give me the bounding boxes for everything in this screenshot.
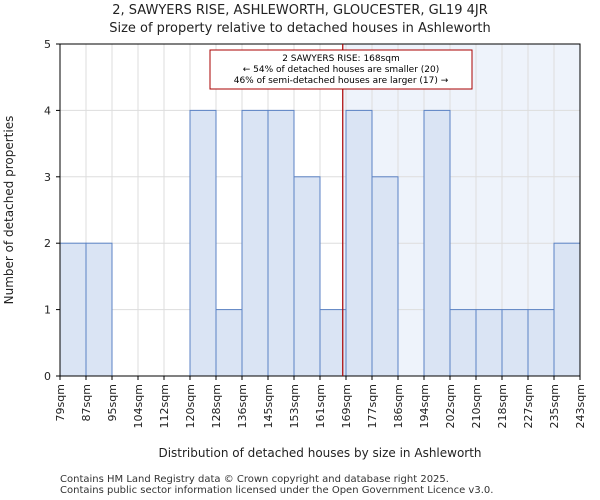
y-tick-label: 0 <box>44 370 51 383</box>
chart-title: 2, SAWYERS RISE, ASHLEWORTH, GLOUCESTER,… <box>112 3 488 18</box>
histogram-bar <box>449 309 477 377</box>
histogram-bar <box>527 309 555 377</box>
histogram-chart: 0 1 2 3 4 5 79sqm 87sqm 95sqm 104sqm 112sqm 120sqm 1… <box>2 38 587 460</box>
x-tick-label: 177sqm <box>366 384 379 428</box>
x-tick-label: 87sqm <box>80 384 93 421</box>
histogram-bar <box>241 109 269 377</box>
x-tick-label: 218sqm <box>496 384 509 428</box>
y-tick-label: 3 <box>44 171 51 184</box>
x-tick-label: 145sqm <box>262 384 275 428</box>
x-tick-label: 227sqm <box>522 384 535 428</box>
y-tick-label: 1 <box>44 304 51 317</box>
x-tick-label: 161sqm <box>314 384 327 428</box>
x-tick-label: 235sqm <box>548 384 561 428</box>
histogram-bar <box>215 309 243 377</box>
x-axis-label: Distribution of detached houses by size … <box>158 446 481 460</box>
footer-copyright: Contains HM Land Registry data © Crown c… <box>60 474 449 485</box>
x-tick-label: 169sqm <box>340 384 353 428</box>
y-tick-label: 5 <box>44 38 51 51</box>
histogram-bar <box>85 242 113 377</box>
x-tick-label: 95sqm <box>106 384 119 421</box>
x-tick-label: 210sqm <box>470 384 483 428</box>
x-tick-label: 128sqm <box>210 384 223 428</box>
x-tick-label: 136sqm <box>236 384 249 428</box>
x-tick-label: 186sqm <box>392 384 405 428</box>
histogram-bar <box>319 309 347 377</box>
annotation-box: 2 SAWYERS RISE: 168sqm ← 54% of detached… <box>209 49 473 90</box>
x-tick-label: 104sqm <box>132 384 145 428</box>
histogram-bar <box>293 176 321 377</box>
x-tick-label: 112sqm <box>158 384 171 428</box>
x-tick-label: 202sqm <box>444 384 457 428</box>
x-tick-label: 120sqm <box>184 384 197 428</box>
histogram-bar <box>345 109 373 377</box>
annotation-line-1: 2 SAWYERS RISE: 168sqm <box>282 54 400 64</box>
y-tick-label: 4 <box>44 104 51 117</box>
histogram-bar <box>475 309 503 377</box>
histogram-bar <box>189 109 217 377</box>
x-tick-label: 153sqm <box>288 384 301 428</box>
x-tick-label: 79sqm <box>54 384 67 421</box>
annotation-line-3: 46% of semi-detached houses are larger (… <box>234 76 449 86</box>
x-tick-label: 243sqm <box>574 384 587 428</box>
y-tick-label: 2 <box>44 237 51 250</box>
x-tick-label: 194sqm <box>418 384 431 428</box>
histogram-bar <box>59 242 87 377</box>
histogram-bar <box>501 309 529 377</box>
histogram-bar <box>371 176 399 377</box>
chart-subtitle: Size of property relative to detached ho… <box>109 21 491 36</box>
annotation-line-2: ← 54% of detached houses are smaller (20… <box>243 65 440 75</box>
histogram-bar <box>267 109 295 377</box>
footer-licence: Contains public sector information licen… <box>60 485 494 496</box>
histogram-bar <box>423 109 451 377</box>
y-axis-label: Number of detached properties <box>2 116 16 305</box>
histogram-bar <box>553 242 581 377</box>
